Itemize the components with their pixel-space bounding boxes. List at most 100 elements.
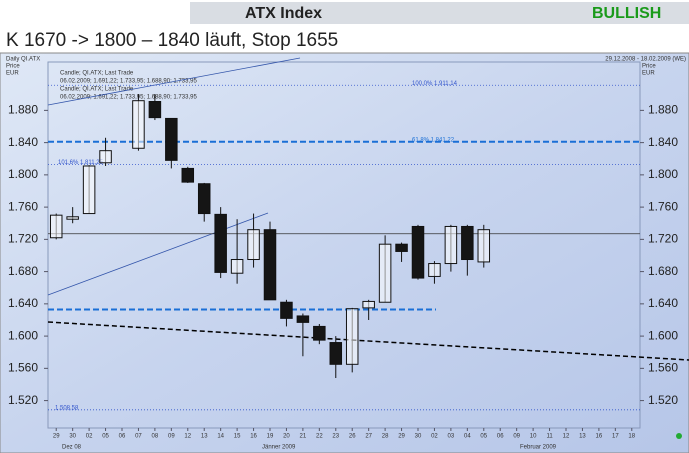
candle-body: [132, 100, 145, 149]
x-tick-label: 05: [480, 434, 487, 440]
x-tick-label: 11: [546, 434, 553, 440]
x-tick-label: 09: [513, 434, 520, 440]
y-tick-label: 1.760: [648, 199, 678, 213]
candle-body: [247, 229, 260, 261]
candle-body: [378, 243, 392, 303]
currency: EUR: [642, 71, 655, 77]
y-tick-label: 1.560: [8, 361, 38, 375]
candle-body: [477, 229, 491, 263]
y-tick-label: 1.840: [648, 135, 678, 149]
y-tick-label: 1.680: [8, 264, 38, 278]
candle-body: [461, 225, 474, 261]
x-tick-label: 19: [267, 434, 274, 440]
x-tick-label: 09: [168, 434, 175, 440]
x-tick-label: 06: [119, 434, 126, 440]
x-tick-label: 28: [382, 434, 389, 440]
y-tick-label: 1.840: [8, 135, 38, 149]
y-tick-label: 1.600: [648, 328, 678, 342]
x-tick-label: 03: [448, 434, 455, 440]
y-tick-label: 1.520: [648, 393, 678, 407]
x-tick-label: 10: [530, 434, 537, 440]
x-tick-label: 29: [53, 434, 60, 440]
x-tick-label: 13: [201, 434, 208, 440]
x-tick-label: 16: [596, 434, 603, 440]
y-tick-label: 1.600: [8, 328, 38, 342]
candle-body: [362, 300, 375, 309]
candle-body: [82, 165, 96, 215]
legend-entry: 06.02.2009; 1.691,22; 1.733,95; 1.688,90…: [60, 79, 197, 85]
level-label: 1.508,58: [55, 405, 79, 411]
y-tick-label: 1.520: [8, 393, 38, 407]
legend-entry: Candle; QI.ATX; Last Trade: [60, 71, 134, 77]
x-tick-label: 29: [398, 434, 405, 440]
candle-body: [99, 150, 112, 164]
y-tick-label: 1.880: [8, 103, 38, 117]
level-label: 100,0% 1.911,14: [412, 81, 458, 87]
signal: BULLISH: [592, 5, 661, 22]
candle-body: [395, 243, 408, 252]
x-tick-label: 30: [415, 434, 422, 440]
trend-line: [47, 212, 269, 296]
x-tick-label: 08: [152, 434, 159, 440]
axis-label: Price: [6, 64, 20, 70]
y-tick-label: 1.680: [648, 264, 678, 278]
month-label: Jänner 2009: [262, 445, 296, 451]
candle-body: [329, 342, 343, 365]
x-tick-label: 06: [497, 434, 504, 440]
y-tick-label: 1.880: [648, 103, 678, 117]
date-range: 29.12.2008 - 18.02.2009 (WE): [605, 57, 686, 63]
candle-body: [197, 183, 211, 215]
x-tick-label: 23: [332, 434, 339, 440]
header-bar: [190, 2, 689, 24]
header: ATX Index: [245, 5, 322, 22]
candle-body: [428, 263, 441, 277]
legend-entry: Candle; QI.ATX; Last Trade: [60, 87, 134, 93]
legend-entry: 06.02.2009; 1.691,22; 1.733,95; 1.688,90…: [60, 95, 197, 101]
x-tick-label: 07: [135, 434, 142, 440]
candle-body: [148, 101, 162, 119]
x-tick-label: 02: [431, 434, 438, 440]
level-label: 101,6% 1.811,25: [58, 160, 104, 166]
chart-name: Daily QI.ATX: [6, 57, 40, 63]
y-tick-label: 1.720: [8, 232, 38, 246]
candle-body: [230, 259, 244, 274]
x-tick-label: 26: [349, 434, 356, 440]
x-tick-label: 12: [184, 434, 191, 440]
currency: EUR: [6, 71, 19, 77]
candle-body: [49, 214, 63, 239]
candle-body: [280, 301, 293, 319]
candle-body: [165, 117, 178, 161]
x-tick-label: 15: [234, 434, 241, 440]
x-tick-label: 30: [69, 434, 76, 440]
month-label: Februar 2009: [520, 445, 557, 451]
axis-label: Price: [642, 64, 656, 70]
y-tick-label: 1.800: [648, 167, 678, 181]
candle-body: [181, 167, 195, 183]
x-tick-label: 12: [563, 434, 570, 440]
trend-line: [47, 57, 301, 106]
x-tick-label: 22: [316, 434, 323, 440]
x-tick-label: 18: [628, 434, 635, 440]
chart-title: K 1670 -> 1800 – 1840 läuft, Stop 1655: [6, 30, 338, 51]
x-tick-label: 21: [300, 434, 307, 440]
status-dot: [676, 433, 682, 439]
candle-body: [411, 225, 425, 279]
y-tick-label: 1.720: [648, 232, 678, 246]
candle-body: [66, 216, 79, 220]
x-tick-label: 04: [464, 434, 471, 440]
candle-body: [296, 315, 310, 323]
candle-body: [313, 325, 326, 341]
y-tick-label: 1.640: [648, 296, 678, 310]
plot-frame: [47, 61, 641, 429]
month-label: Dez 08: [62, 445, 82, 451]
candle-body: [263, 229, 277, 301]
x-tick-label: 14: [217, 434, 224, 440]
x-tick-label: 27: [365, 434, 372, 440]
x-tick-label: 17: [612, 434, 619, 440]
chart-panel: [0, 52, 689, 453]
level-label: 61,8% 1.841,22: [412, 137, 455, 143]
x-tick-label: 05: [102, 434, 109, 440]
candle-body: [444, 225, 458, 265]
candle-body: [345, 308, 359, 365]
